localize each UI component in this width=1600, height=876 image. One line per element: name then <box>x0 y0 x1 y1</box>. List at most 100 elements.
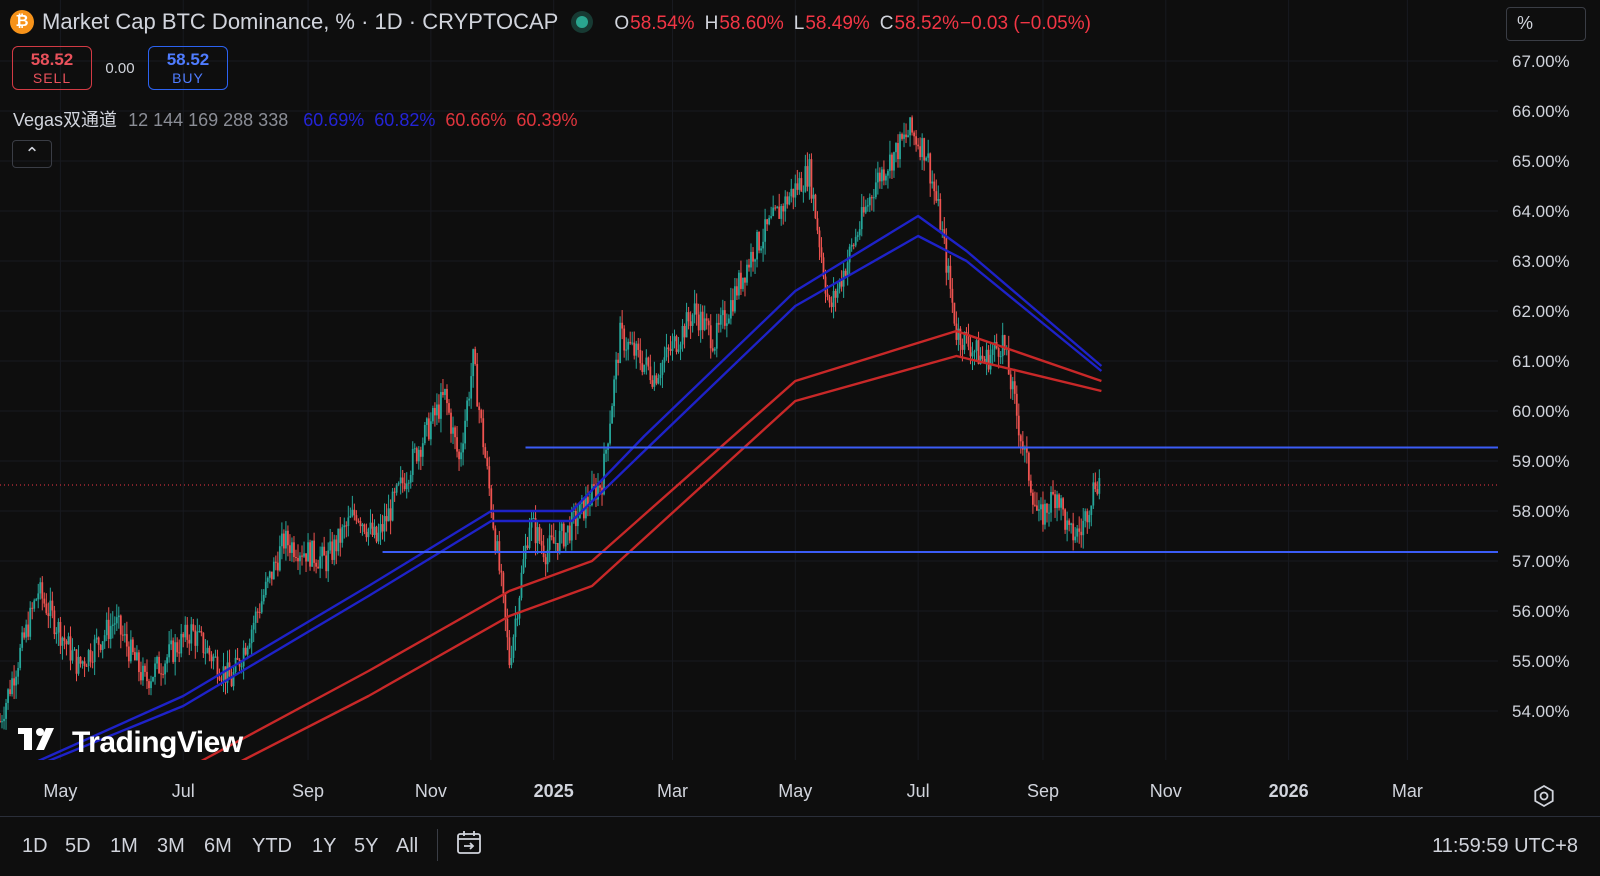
candle <box>868 193 871 213</box>
collapse-legend-button[interactable]: ⌃ <box>12 140 52 168</box>
candle <box>373 519 376 539</box>
candle <box>403 473 406 492</box>
candle <box>150 675 152 696</box>
candle <box>522 545 525 574</box>
range-button-3m[interactable]: 3M <box>157 835 185 857</box>
trade-panel: 58.52 SELL 0.00 58.52 BUY <box>12 46 228 90</box>
candle <box>111 611 114 639</box>
candle <box>297 544 299 571</box>
candle <box>413 443 416 454</box>
x-tick-label: 2025 <box>534 781 574 801</box>
candle <box>570 506 573 551</box>
candle <box>850 238 853 252</box>
candle <box>955 311 958 346</box>
x-tick-label: Jul <box>172 781 195 801</box>
candle <box>891 152 893 180</box>
candle <box>885 173 887 186</box>
candle <box>953 302 956 326</box>
candle <box>3 706 5 730</box>
candle <box>544 553 547 577</box>
candle <box>194 625 197 659</box>
candle <box>490 484 493 519</box>
ohlc-value: 58.52% <box>894 13 959 34</box>
candle <box>717 313 720 333</box>
candle <box>1074 527 1077 543</box>
candle <box>200 626 203 637</box>
candle <box>814 193 817 220</box>
candle <box>256 608 259 623</box>
go-to-date-icon[interactable] <box>455 829 483 857</box>
candle <box>502 570 505 604</box>
indicator-legend[interactable]: Vegas双通道 12 144 169 288 338 60.69% 60.82%… <box>13 106 577 132</box>
candle <box>57 618 60 646</box>
candle <box>931 170 934 189</box>
range-button-1m[interactable]: 1M <box>110 835 138 857</box>
candle <box>291 537 293 562</box>
symbol-title[interactable]: Market Cap BTC Dominance, % · 1D · CRYPT… <box>42 9 559 34</box>
candle <box>806 152 809 192</box>
candle <box>526 536 529 550</box>
candle <box>957 317 960 351</box>
sell-button[interactable]: 58.52 SELL <box>12 46 92 90</box>
candle <box>152 676 154 683</box>
range-button-all[interactable]: All <box>396 835 419 857</box>
buy-button[interactable]: 58.52 BUY <box>148 46 228 90</box>
y-tick-label: 63.00% <box>1512 252 1570 271</box>
candle <box>742 277 744 292</box>
candle <box>61 636 64 660</box>
candle <box>1027 451 1030 487</box>
candle <box>105 612 108 642</box>
candle <box>208 645 211 662</box>
candle <box>1062 496 1064 516</box>
candle <box>397 481 400 487</box>
candle <box>1058 493 1060 511</box>
candle <box>665 333 668 361</box>
candle <box>140 661 142 685</box>
candle <box>778 193 781 219</box>
candle <box>788 192 791 206</box>
y-tick-label: 55.00% <box>1512 652 1570 671</box>
candle <box>637 337 640 358</box>
range-button-5y[interactable]: 5Y <box>354 835 379 857</box>
candle <box>53 605 56 640</box>
range-button-1y[interactable]: 1Y <box>312 835 337 857</box>
price-axis-bg <box>1498 0 1600 816</box>
candle <box>301 545 303 566</box>
candle <box>423 421 426 446</box>
gear-icon[interactable] <box>1532 784 1556 808</box>
clock-timezone[interactable]: 11:59:59 UTC+8 <box>1432 835 1578 857</box>
candle <box>744 277 746 297</box>
candle <box>206 640 209 654</box>
candle <box>295 549 297 562</box>
candle <box>627 338 630 361</box>
y-tick-label: 56.00% <box>1512 602 1570 621</box>
price-chart[interactable]: 59.27%57.18%58.52% 67.00% 66.00% 65.00% 64.… <box>0 0 1600 816</box>
range-button-ytd[interactable]: YTD <box>252 835 292 857</box>
candle <box>848 243 851 277</box>
candle <box>351 495 354 518</box>
candle <box>278 535 281 572</box>
candle <box>367 527 370 546</box>
range-button-6m[interactable]: 6M <box>204 835 232 857</box>
candle <box>651 375 654 389</box>
candle <box>268 570 271 584</box>
candle <box>1094 472 1097 493</box>
price-scale-unit[interactable]: % <box>1506 7 1586 41</box>
candle <box>609 410 611 446</box>
range-button-1d[interactable]: 1D <box>22 835 48 857</box>
candle <box>605 447 607 463</box>
candle <box>691 313 694 333</box>
candle <box>136 645 138 661</box>
candle <box>1015 385 1018 429</box>
indicator-name: Vegas双通道 <box>13 110 118 130</box>
candle <box>804 154 807 193</box>
candle <box>1009 368 1012 399</box>
candle <box>872 188 875 212</box>
candle <box>421 437 424 467</box>
candle <box>657 373 660 385</box>
candle <box>488 456 491 496</box>
candle <box>69 626 72 671</box>
range-button-5d[interactable]: 5D <box>65 835 91 857</box>
candle <box>146 659 148 690</box>
candle <box>321 542 324 569</box>
